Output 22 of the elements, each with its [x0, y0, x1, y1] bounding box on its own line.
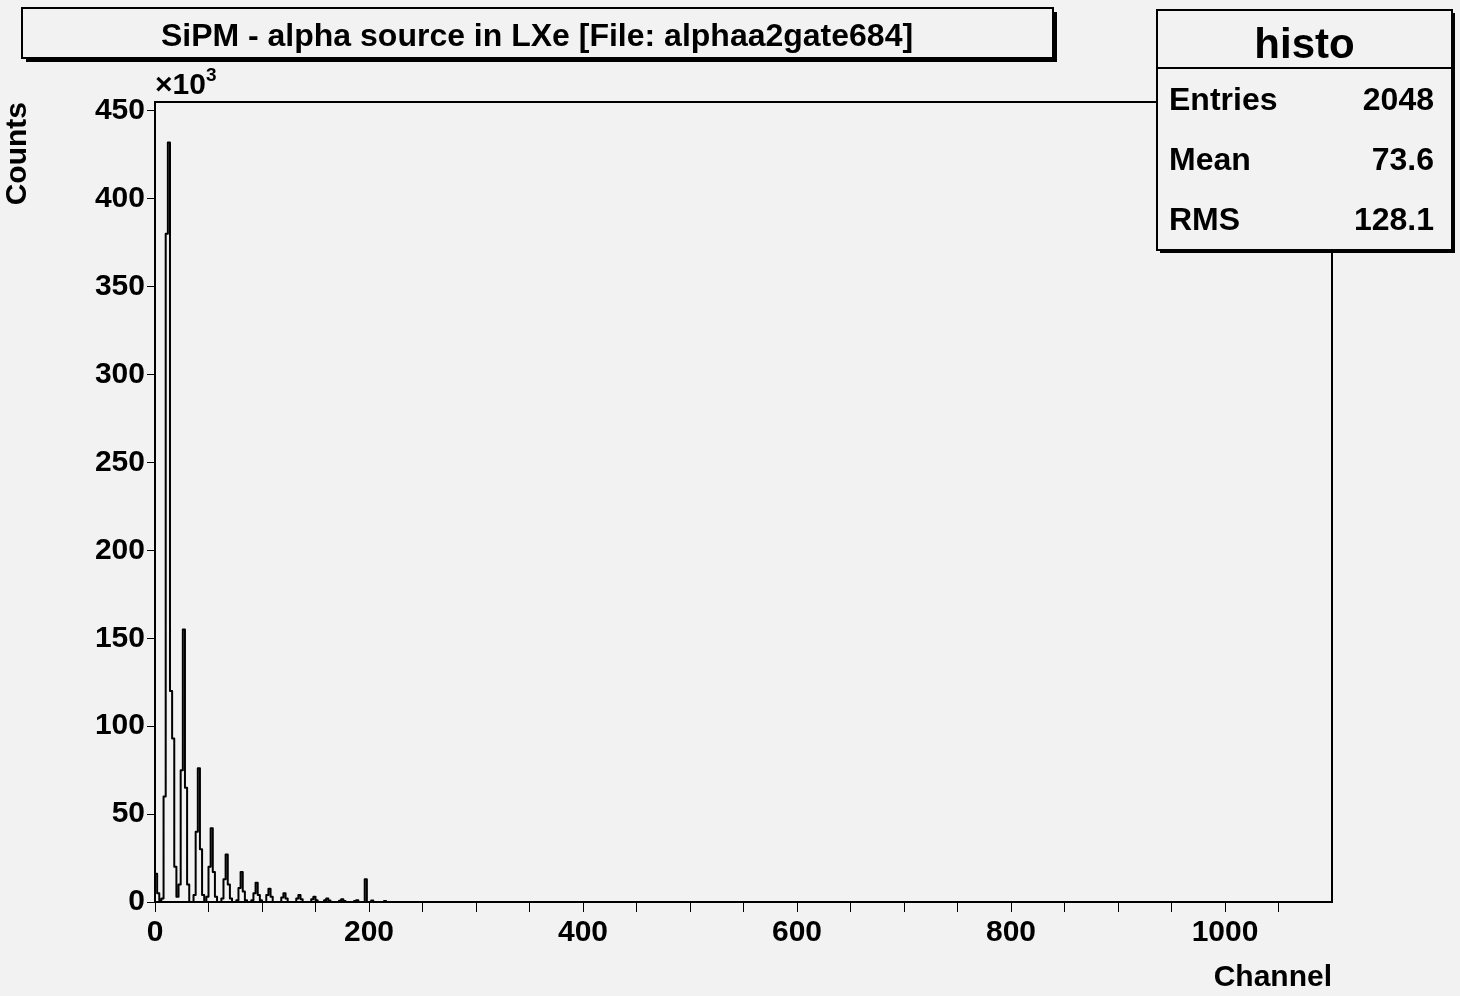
y-tick-label: 300 [94, 355, 145, 389]
x-tick-label: 800 [985, 914, 1037, 948]
y-tick-label: 200 [94, 531, 145, 565]
y-tick-label: 50 [111, 795, 145, 829]
x-tick-label: 200 [343, 914, 395, 948]
text: Mean 73.6 [1169, 141, 1434, 177]
x-tick-label: 400 [557, 914, 609, 948]
text: Entries 2048 [1169, 81, 1434, 117]
y-tick-label: 0 [128, 883, 145, 917]
text: RMS 128.1 [1169, 201, 1434, 237]
y-tick-label: 450 [94, 92, 145, 126]
text: histo [1254, 20, 1355, 67]
chart-title: SiPM - alpha source in LXe [File: alphaa2gate684] [160, 17, 914, 53]
y-tick-label: 100 [94, 707, 145, 741]
x-tick-label: 600 [771, 914, 823, 948]
y-tick-label: 350 [94, 267, 145, 301]
y-tick-label: 250 [94, 443, 145, 477]
y-axis-title: Counts [0, 102, 33, 206]
y-tick-label: 150 [94, 619, 145, 653]
x-axis-title: Channel [1213, 959, 1332, 993]
y-tick-label: 400 [94, 179, 145, 213]
x-tick-label: 1000 [1191, 914, 1259, 948]
